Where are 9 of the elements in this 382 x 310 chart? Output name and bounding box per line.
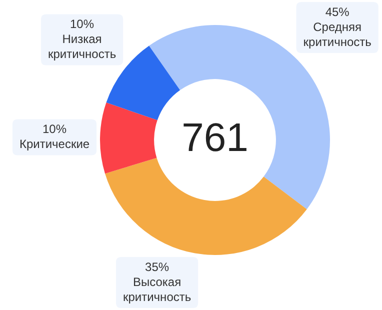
data-label: 45% — [325, 4, 350, 19]
slice-label: Высокая критичность — [122, 274, 192, 304]
slice-label: Низкая критичность — [48, 32, 116, 62]
slice-label: Средняя критичность — [303, 20, 372, 49]
data-label: 10% — [70, 17, 94, 32]
data-label: 10% — [42, 122, 67, 136]
data-label: 35% — [145, 260, 170, 274]
text: 761 — [182, 116, 248, 160]
slice-label: Критические — [19, 137, 90, 152]
